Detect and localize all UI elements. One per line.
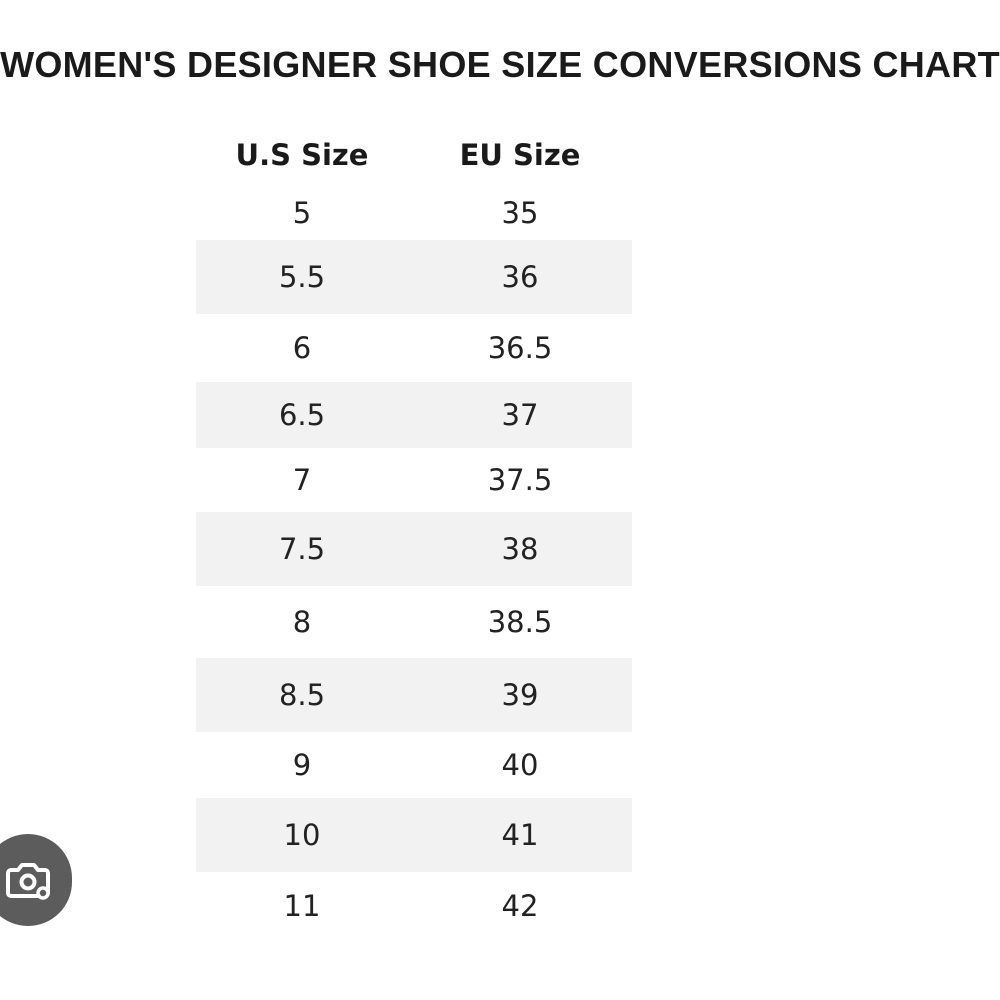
table-row: 5.5 36 bbox=[196, 240, 632, 314]
table-row: 6 36.5 bbox=[196, 314, 632, 382]
eu-size-cell: 39 bbox=[501, 678, 539, 712]
us-size-cell: 6 bbox=[292, 331, 312, 365]
us-size-cell: 5.5 bbox=[278, 260, 326, 294]
table-row: 11 42 bbox=[196, 872, 632, 940]
table-row: 10 41 bbox=[196, 798, 632, 872]
table-header-row: U.S Size EU Size bbox=[196, 124, 632, 186]
us-size-cell: 8.5 bbox=[278, 678, 326, 712]
lens-camera-icon bbox=[6, 863, 50, 900]
us-size-cell: 8 bbox=[292, 605, 312, 639]
eu-size-cell: 38 bbox=[501, 532, 539, 566]
eu-size-cell: 37.5 bbox=[487, 463, 553, 497]
eu-size-cell: 35 bbox=[501, 196, 539, 230]
table-row: 9 40 bbox=[196, 732, 632, 798]
header-eu-size: EU Size bbox=[459, 138, 581, 172]
lens-camera-button[interactable] bbox=[0, 834, 72, 926]
table-row: 7.5 38 bbox=[196, 512, 632, 586]
eu-size-cell: 42 bbox=[501, 889, 539, 923]
eu-size-cell: 38.5 bbox=[487, 605, 553, 639]
us-size-cell: 6.5 bbox=[278, 398, 326, 432]
us-size-cell: 9 bbox=[292, 748, 312, 782]
eu-size-cell: 36.5 bbox=[487, 331, 553, 365]
table-row: 7 37.5 bbox=[196, 448, 632, 512]
us-size-cell: 7 bbox=[292, 463, 312, 497]
chart-title: WOMEN'S DESIGNER SHOE SIZE CONVERSIONS C… bbox=[0, 44, 1000, 85]
table-row: 6.5 37 bbox=[196, 382, 632, 448]
eu-size-cell: 41 bbox=[501, 818, 539, 852]
us-size-cell: 7.5 bbox=[278, 532, 326, 566]
eu-size-cell: 37 bbox=[501, 398, 539, 432]
us-size-cell: 11 bbox=[283, 889, 321, 923]
us-size-cell: 10 bbox=[283, 818, 321, 852]
header-us-size: U.S Size bbox=[235, 138, 369, 172]
table-row: 8 38.5 bbox=[196, 586, 632, 658]
table-row: 8.5 39 bbox=[196, 658, 632, 732]
us-size-cell: 5 bbox=[292, 196, 312, 230]
eu-size-cell: 40 bbox=[501, 748, 539, 782]
table-row: 5 35 bbox=[196, 186, 632, 240]
eu-size-cell: 36 bbox=[501, 260, 539, 294]
